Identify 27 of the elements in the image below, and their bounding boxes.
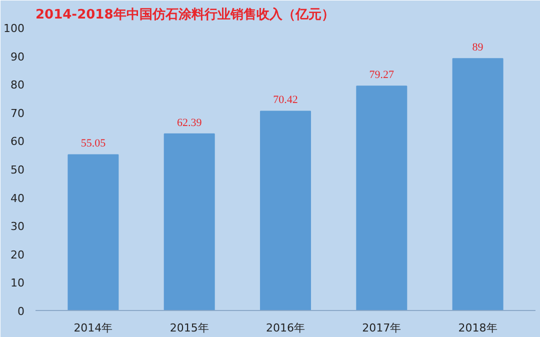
- y-tick-label: 70: [10, 106, 25, 120]
- x-tick-label: 2015年: [170, 322, 209, 334]
- x-tick-label: 2014年: [74, 322, 113, 334]
- y-tick-label: 60: [10, 135, 25, 148]
- chart-title: 2014-2018年中国仿石涂料行业销售收入（亿元）: [36, 6, 334, 22]
- data-label: 89: [472, 42, 484, 54]
- bar: [260, 110, 311, 310]
- y-tick-label: 90: [10, 50, 25, 64]
- x-tick-label: 2017年: [362, 322, 402, 334]
- y-tick-label: 30: [10, 220, 25, 234]
- y-tick-label: 80: [10, 78, 25, 92]
- y-tick-label: 20: [10, 248, 25, 262]
- data-label: 70.42: [273, 94, 298, 106]
- y-tick-label: 0: [18, 305, 24, 318]
- y-tick-label: 10: [10, 276, 25, 290]
- data-label: 55.05: [80, 138, 106, 150]
- y-tick-label: 50: [10, 164, 25, 176]
- bar: [356, 86, 408, 310]
- bar: [68, 154, 119, 310]
- data-label: 62.39: [176, 116, 202, 129]
- y-tick-label: 40: [10, 192, 25, 205]
- x-tick-label: 2016年: [266, 322, 306, 334]
- y-tick-label: 100: [4, 22, 25, 35]
- x-tick-label: 2018年: [458, 322, 498, 334]
- bar: [164, 133, 215, 310]
- data-label: 79.27: [369, 69, 395, 82]
- bar: [452, 58, 504, 310]
